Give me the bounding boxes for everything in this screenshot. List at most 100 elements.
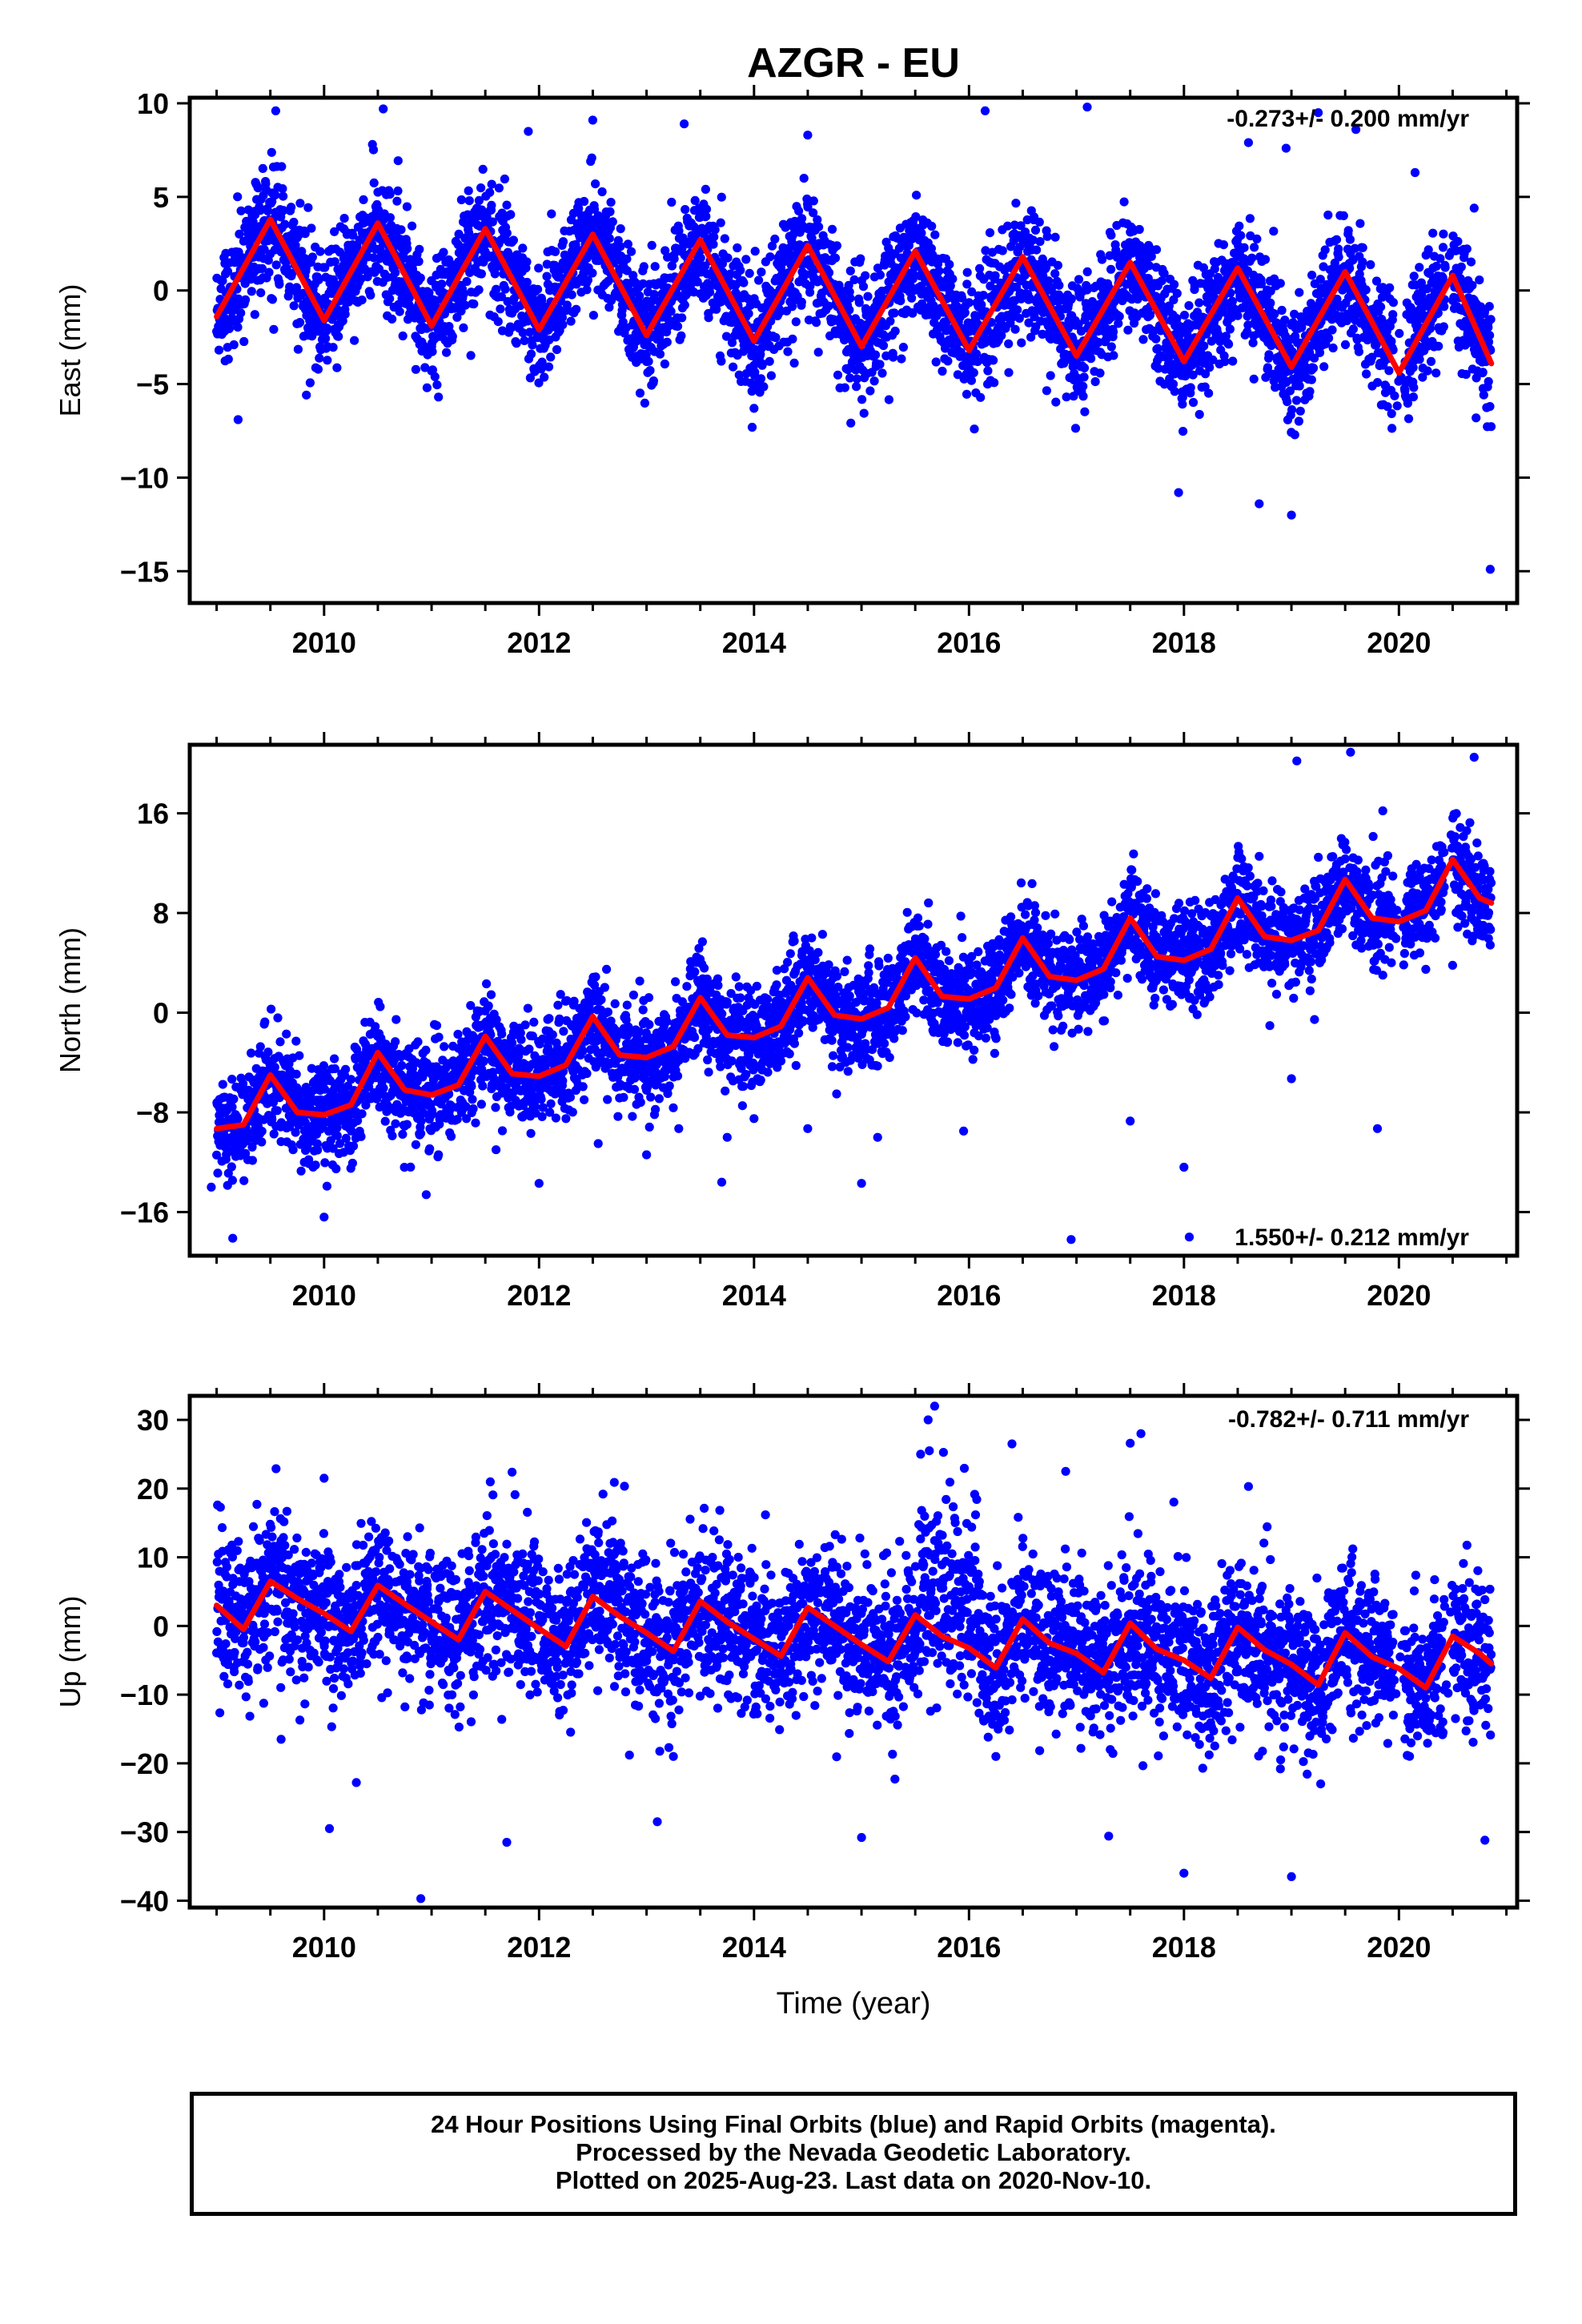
data-point [1017,338,1026,348]
data-point [1260,255,1271,264]
data-point [385,190,395,199]
data-point [392,196,402,206]
data-point [1078,381,1088,391]
data-point [771,332,781,343]
data-point [567,290,576,300]
data-point [858,282,869,292]
data-point [459,289,468,299]
data-point [616,224,625,234]
data-point [289,301,299,311]
data-point [896,296,905,306]
data-point [1082,267,1092,276]
data-point [1204,388,1214,398]
data-point [721,332,732,341]
data-point [1066,294,1076,304]
data-point [712,304,721,314]
data-point [873,263,883,273]
data-point [1053,260,1062,270]
data-point [462,276,472,287]
data-point [313,1145,323,1155]
data-point [391,267,400,277]
data-point [269,1129,279,1139]
data-point [1403,414,1414,424]
data-point [1484,376,1493,387]
data-point [863,292,873,301]
data-point [291,1069,301,1079]
data-point [496,304,505,314]
data-point [518,328,528,338]
data-point [393,156,403,166]
data-point [393,186,403,195]
data-point [411,364,421,374]
data-point [291,240,300,250]
data-point [533,284,543,294]
data-point [1409,271,1419,281]
data-point [644,356,653,366]
data-point [1013,305,1022,315]
data-point [1138,335,1148,344]
data-point [1080,407,1090,416]
data-point [257,1137,267,1147]
data-point [214,345,224,355]
data-point [1010,324,1020,334]
data-point [522,257,532,267]
data-point [1431,368,1441,378]
data-point [229,340,239,350]
data-point [272,1106,282,1116]
data-point [307,252,317,262]
data-point [1324,333,1334,343]
data-point [941,344,950,353]
data-point [1086,354,1096,364]
data-point [639,262,648,271]
data-point [898,343,908,352]
data-point [803,203,813,212]
data-point [870,350,881,360]
x-tick-label: 2018 [1152,626,1216,659]
x-tick-label: 2020 [1367,626,1431,659]
data-point [1004,368,1014,377]
data-point [849,275,859,284]
data-point [1090,377,1100,387]
data-point [469,300,479,309]
data-point [415,244,424,254]
data-point [448,332,457,341]
data-point [502,200,512,210]
data-point [547,209,556,219]
data-point [1252,234,1262,243]
data-point [948,274,958,283]
data-point [705,287,715,297]
data-point [275,279,284,289]
data-point [1195,409,1204,420]
outlier-point [1255,499,1264,509]
data-point [267,295,277,304]
data-point [845,305,854,315]
data-point [962,267,972,277]
data-point [964,298,974,308]
data-point [604,234,614,243]
data-point [1178,427,1188,436]
y-tick-label: 5 [153,181,169,214]
data-point [385,294,395,304]
data-point [1269,227,1279,236]
data-point [1119,197,1129,207]
data-point [275,1037,285,1047]
data-point [962,279,972,289]
data-point [1035,237,1045,247]
data-point [933,259,943,269]
data-point [789,358,799,368]
data-point [437,279,447,289]
data-point [677,313,687,323]
data-point [797,297,806,307]
data-point [1151,245,1162,255]
data-point [571,239,580,250]
data-point [754,275,764,285]
data-point [673,321,683,332]
data-point [733,243,742,253]
data-point [1354,347,1363,356]
data-point [727,338,737,348]
data-point [1188,397,1199,408]
data-point [917,299,927,308]
data-point [1220,356,1230,367]
data-point [744,309,753,319]
data-point [701,184,711,194]
